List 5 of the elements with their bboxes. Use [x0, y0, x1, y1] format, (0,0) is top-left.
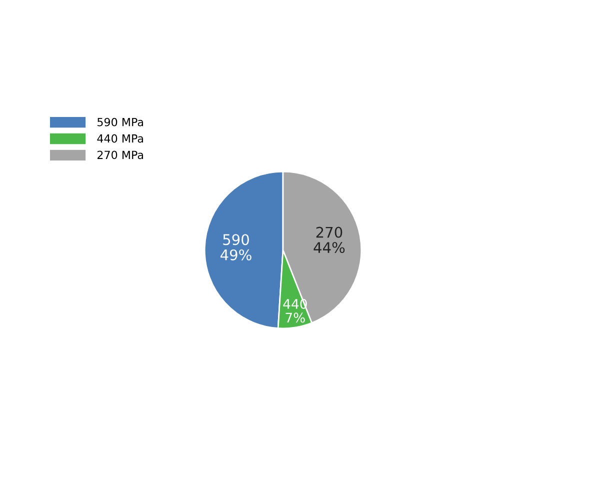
legend-label: 270 MPa [97, 150, 143, 160]
data-label: 590 49% [220, 234, 252, 260]
data-label: 270 44% [314, 226, 345, 254]
legend-label: 590 MPa [98, 118, 143, 126]
legend-label: 440 MPa [97, 134, 143, 143]
